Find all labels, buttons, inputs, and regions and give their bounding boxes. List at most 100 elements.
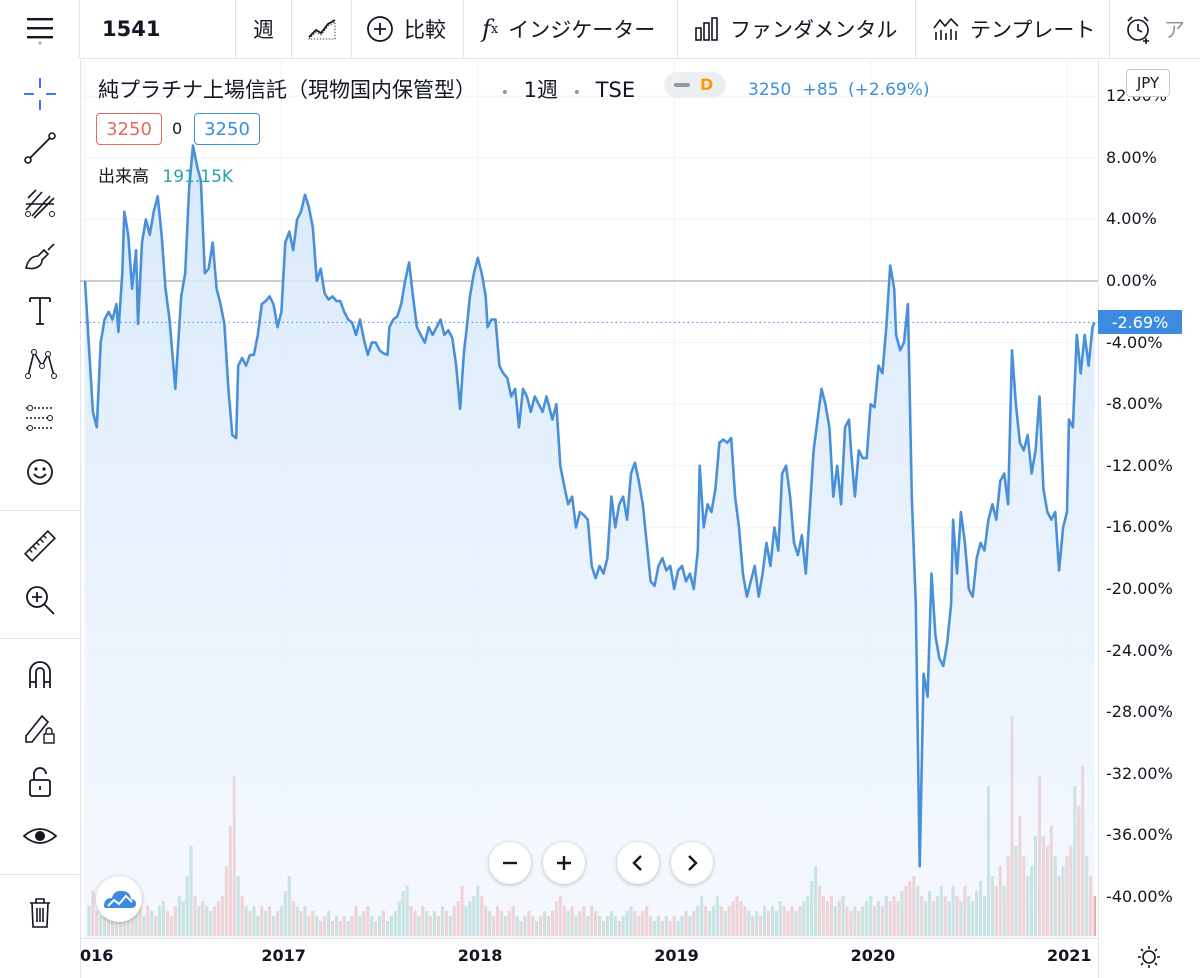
menu-button[interactable] bbox=[0, 0, 80, 58]
indicators-label: インジケーター bbox=[508, 18, 656, 42]
legend-interval: 1週 bbox=[523, 78, 559, 102]
volume-title: 出来高 bbox=[98, 167, 149, 187]
x-tick-label: 2017 bbox=[261, 946, 306, 965]
interval-text: 週 bbox=[253, 18, 274, 42]
pattern-icon[interactable] bbox=[20, 344, 60, 384]
legend-dot: • bbox=[500, 85, 509, 101]
chart-legend-title[interactable]: 純プラチナ上場信託（現物国内保管型） • 1週 • TSE bbox=[98, 74, 635, 104]
brush-icon[interactable] bbox=[20, 236, 60, 276]
price-chart[interactable] bbox=[80, 58, 1098, 938]
ruler-icon[interactable] bbox=[20, 526, 60, 566]
legend-exchange: TSE bbox=[595, 78, 636, 102]
x-tick-label: 016 bbox=[80, 946, 114, 965]
fundamentals-label: ファンダメンタル bbox=[730, 18, 898, 42]
price-area-fill bbox=[85, 145, 1095, 938]
crosshair-icon[interactable] bbox=[20, 74, 60, 114]
visibility-toggle-icon bbox=[674, 83, 690, 87]
drawing-toolbar bbox=[0, 58, 81, 978]
plus-icon bbox=[557, 856, 571, 870]
eye-icon[interactable] bbox=[20, 816, 60, 856]
price-line bbox=[83, 144, 1096, 868]
bar-chart-icon bbox=[694, 16, 720, 42]
x-tick-label: 2019 bbox=[654, 946, 699, 965]
y-tick-label: -36.00% bbox=[1106, 825, 1173, 845]
legend-last-price: 3250 bbox=[748, 80, 792, 100]
chevron-right-icon bbox=[688, 855, 698, 871]
y-tick-label: -12.00% bbox=[1106, 455, 1173, 475]
compare-button[interactable]: 比較 bbox=[352, 0, 464, 58]
plus-circle-icon bbox=[366, 15, 394, 43]
instrument-name: 純プラチナ上場信託（現物国内保管型） bbox=[98, 78, 476, 102]
area-chart-icon bbox=[307, 19, 335, 40]
volume-value: 191.15K bbox=[162, 167, 234, 187]
toolbar-divider bbox=[0, 874, 79, 875]
y-tick-label: -20.00% bbox=[1106, 579, 1173, 598]
alert-button[interactable]: ア bbox=[1110, 0, 1200, 58]
chevron-left-icon bbox=[632, 855, 642, 871]
last-price-value: -2.69% bbox=[1111, 312, 1169, 332]
zoom-in-icon[interactable] bbox=[20, 580, 60, 620]
magnet-icon[interactable] bbox=[20, 654, 60, 694]
y-tick-label: 4.00% bbox=[1106, 209, 1157, 229]
delay-letter: D bbox=[700, 75, 714, 94]
last-price-label: -2.69% bbox=[1098, 310, 1182, 335]
y-tick-label: -28.00% bbox=[1106, 702, 1173, 722]
templates-icon bbox=[932, 16, 960, 42]
sell-box[interactable]: 3250 bbox=[96, 113, 162, 145]
alert-label: ア bbox=[1164, 18, 1185, 42]
text-tool-icon[interactable] bbox=[20, 290, 60, 330]
y-tick-label: -40.00% bbox=[1106, 887, 1173, 906]
y-tick-label: 8.00% bbox=[1106, 147, 1157, 167]
prediction-icon[interactable] bbox=[20, 398, 60, 438]
interval-button[interactable]: 週 bbox=[236, 0, 292, 58]
currency-text: JPY bbox=[1136, 74, 1160, 92]
emoji-icon[interactable] bbox=[20, 452, 60, 492]
tradingview-logo[interactable] bbox=[96, 876, 142, 922]
compare-label: 比較 bbox=[404, 18, 446, 42]
cloud-logo-icon bbox=[104, 890, 136, 908]
alarm-clock-icon bbox=[1124, 14, 1154, 44]
legend-change-pct: (+2.69%) bbox=[847, 80, 930, 100]
templates-label: テンプレート bbox=[970, 18, 1096, 42]
x-tick-label: 2018 bbox=[457, 946, 503, 965]
y-tick-label: -24.00% bbox=[1106, 640, 1173, 660]
toolbar-divider bbox=[0, 638, 79, 639]
zoom-out-button[interactable] bbox=[489, 842, 531, 884]
hamburger-icon bbox=[26, 18, 53, 45]
x-tick-label: 2021 bbox=[1047, 946, 1092, 965]
scroll-left-button[interactable] bbox=[617, 842, 659, 884]
zoom-in-button[interactable] bbox=[543, 842, 585, 884]
legend-price: 3250 +85 (+2.69%) bbox=[748, 80, 929, 100]
y-tick-label: -16.00% bbox=[1106, 517, 1173, 537]
settings-button[interactable] bbox=[1134, 942, 1164, 972]
bid-price: 3250 bbox=[106, 118, 152, 140]
toolbar-divider bbox=[0, 510, 79, 511]
y-tick-label: -32.00% bbox=[1106, 763, 1173, 783]
y-tick-label: -4.00% bbox=[1106, 332, 1163, 352]
symbol-search[interactable]: 1541 bbox=[80, 0, 236, 58]
y-tick-label: 0.00% bbox=[1106, 271, 1157, 290]
templates-button[interactable]: テンプレート bbox=[916, 0, 1110, 58]
price-axis-border bbox=[1098, 58, 1099, 978]
gear-icon bbox=[1138, 946, 1160, 968]
legend-change: +85 bbox=[802, 80, 839, 100]
volume-legend[interactable]: 出来高 191.15K bbox=[98, 162, 233, 187]
trash-icon[interactable] bbox=[20, 892, 60, 932]
lock-drawing-icon[interactable] bbox=[20, 708, 60, 748]
fib-retracement-icon[interactable] bbox=[20, 182, 60, 222]
y-tick-label: -8.00% bbox=[1106, 394, 1163, 414]
x-tick-label: 2020 bbox=[850, 946, 896, 965]
spread-value: 0 bbox=[172, 119, 183, 138]
trend-line-icon[interactable] bbox=[20, 128, 60, 168]
minus-icon bbox=[503, 861, 517, 865]
fundamentals-button[interactable]: ファンダメンタル bbox=[678, 0, 916, 58]
chart-type-button[interactable] bbox=[292, 0, 352, 58]
currency-button[interactable]: JPY bbox=[1126, 69, 1170, 97]
scroll-right-button[interactable] bbox=[671, 842, 713, 884]
buy-box[interactable]: 3250 bbox=[194, 113, 260, 145]
delay-badge[interactable]: D bbox=[664, 72, 726, 98]
unlock-icon[interactable] bbox=[20, 762, 60, 802]
